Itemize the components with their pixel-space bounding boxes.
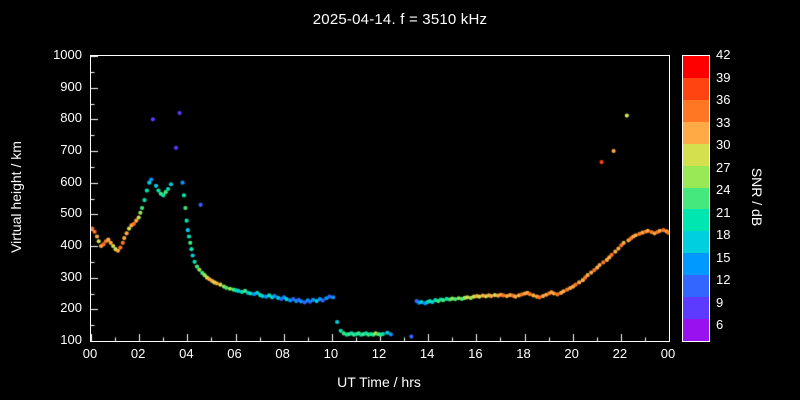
x-tick-label: 10	[323, 346, 339, 361]
colorbar-tick-label: 33	[716, 114, 731, 130]
y-tick-label: 800	[60, 110, 82, 126]
colorbar-tick-label: 39	[716, 69, 731, 85]
colorbar-label: SNR / dB	[749, 167, 765, 227]
y-tick-label: 700	[60, 142, 82, 157]
x-tick-label: 00	[82, 346, 98, 361]
plot-area	[90, 55, 670, 342]
colorbar-band	[683, 253, 709, 276]
colorbar-band	[683, 209, 709, 232]
colorbar-band	[683, 143, 709, 167]
colorbar-tick-label: 27	[716, 159, 731, 175]
colorbar-band	[683, 187, 709, 210]
x-tick-label: 20	[564, 346, 579, 361]
x-tick-label: 14	[419, 346, 435, 361]
colorbar	[682, 55, 710, 342]
y-tick-label: 200	[60, 300, 82, 316]
y-tick-label: 600	[60, 173, 82, 189]
scatter-canvas	[91, 56, 669, 341]
colorbar-tick-label: 6	[716, 317, 724, 332]
x-tick-label: 12	[371, 346, 387, 361]
x-tick-label: 04	[179, 346, 194, 361]
chart-title: 2025-04-14. f = 3510 kHz	[312, 11, 488, 28]
colorbar-tick-label: 18	[716, 227, 731, 242]
colorbar-tick-label: 9	[716, 294, 724, 310]
y-tick-label: 300	[60, 268, 82, 284]
colorbar-band	[683, 275, 709, 298]
colorbar-tick-label: 36	[716, 92, 731, 107]
x-axis-label: UT Time / hrs	[337, 374, 421, 390]
colorbar-tick-label: 42	[716, 47, 731, 62]
y-tick-label: 900	[60, 78, 82, 94]
x-tick-label: 18	[516, 346, 531, 361]
colorbar-tick-label: 30	[716, 137, 731, 152]
y-tick-label: 1000	[53, 47, 82, 62]
y-tick-label: 500	[60, 205, 82, 221]
x-tick-label: 16	[468, 346, 483, 361]
colorbar-tick-label: 24	[716, 182, 731, 197]
colorbar-band	[683, 99, 709, 123]
colorbar-tick-label: 21	[716, 204, 731, 220]
colorbar-tick-label: 15	[716, 249, 731, 265]
y-tick-label: 100	[60, 332, 82, 347]
x-tick-label: 08	[275, 346, 290, 361]
colorbar-band	[683, 231, 709, 254]
colorbar-band	[683, 77, 709, 101]
x-tick-label: 02	[130, 346, 146, 361]
colorbar-tick-label: 12	[716, 272, 731, 287]
colorbar-band	[683, 56, 709, 79]
colorbar-band	[683, 121, 709, 145]
x-tick-label: 00	[660, 346, 676, 361]
colorbar-band	[683, 165, 709, 189]
x-tick-label: 06	[227, 346, 242, 361]
x-tick-label: 22	[612, 346, 628, 361]
y-axis-label: Virtual height / km	[8, 141, 24, 253]
colorbar-band	[683, 319, 709, 342]
colorbar-band	[683, 297, 709, 320]
y-tick-label: 400	[60, 237, 82, 252]
